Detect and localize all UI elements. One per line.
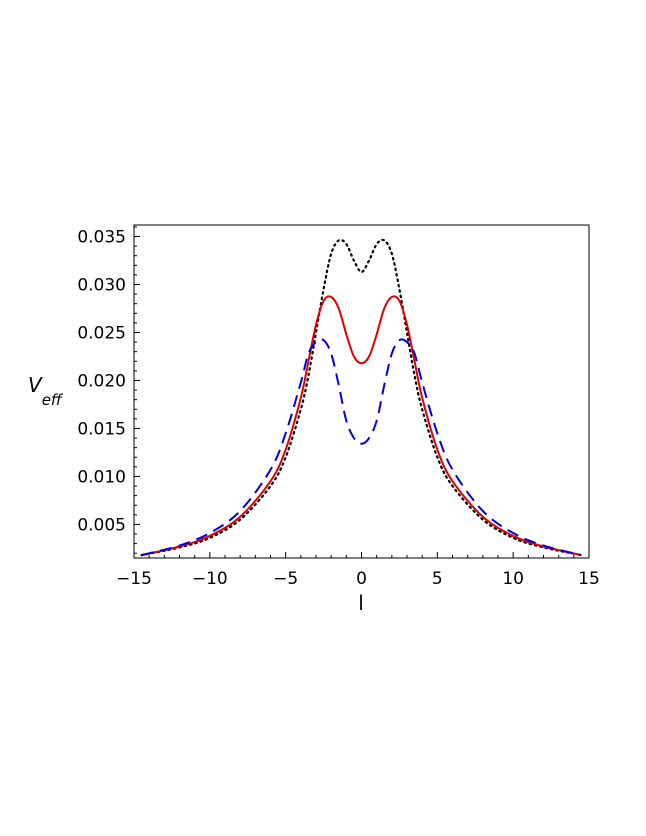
y-tick-label: 0.015 [77, 419, 126, 439]
x-tick-label: −5 [273, 569, 298, 589]
y-tick-label: 0.020 [77, 371, 126, 391]
x-tick-label: 5 [432, 569, 443, 589]
series-line-dashed [141, 338, 582, 557]
plot-frame [133, 224, 590, 559]
series-line-dotted [140, 238, 583, 557]
series-line-solid [141, 295, 582, 557]
x-tick-label: 15 [578, 569, 600, 589]
y-axis-ticks: 0.005 0.010 0.015 0.020 0.025 0.030 0.035 [77, 226, 140, 554]
y-axis-label-subscript: eff [42, 391, 64, 409]
series-layer [140, 238, 583, 557]
x-axis-label: l [358, 591, 364, 615]
x-tick-label: −10 [192, 569, 228, 589]
y-tick-label: 0.010 [77, 467, 126, 487]
y-tick-label: 0.005 [77, 515, 126, 535]
y-axis-label: Veff [28, 373, 64, 409]
x-axis-ticks: −15 −10 −5 0 5 10 15 [116, 552, 600, 589]
y-tick-label: 0.025 [77, 323, 126, 343]
x-tick-label: 10 [502, 569, 524, 589]
y-tick-label: 0.035 [77, 228, 126, 248]
y-tick-label: 0.030 [77, 275, 126, 295]
x-tick-label: −15 [116, 569, 152, 589]
x-tick-label: 0 [356, 569, 367, 589]
y-axis-label-main: V [28, 373, 43, 397]
